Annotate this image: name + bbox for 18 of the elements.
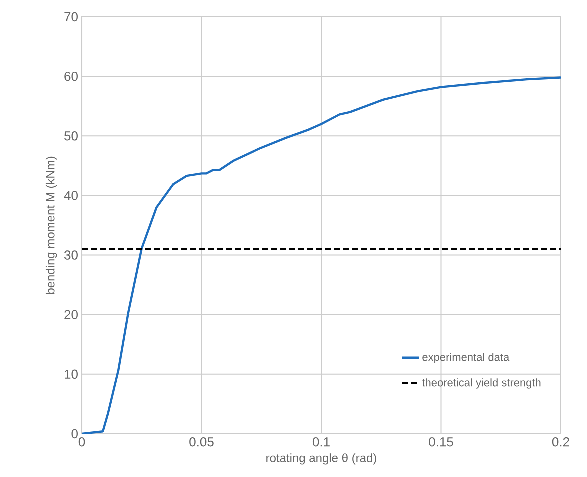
x-tick-label: 0.1: [312, 438, 330, 447]
y-tick-label: 70: [64, 12, 78, 22]
y-tick-label: 10: [65, 370, 78, 380]
y-tick-label: 0: [72, 429, 78, 439]
y-tick-label: 40: [64, 191, 78, 200]
x-tick-label: 0.2: [552, 438, 570, 447]
y-tick-label: 20: [64, 310, 78, 320]
legend-label: theoretical yield strength: [422, 378, 541, 389]
y-tick-label: 30: [64, 250, 78, 260]
y-axis-title: bending moment M (kNm): [46, 156, 58, 294]
line-series: [82, 76, 561, 434]
legend-label: experimental data: [422, 353, 510, 364]
y-tick-label: 60: [64, 72, 78, 82]
x-axis-title: rotating angle θ (rad): [266, 454, 376, 465]
x-tick-label: 0.15: [429, 438, 454, 447]
y-tick-label: 50: [64, 132, 78, 141]
x-tick-label: 0: [78, 438, 86, 447]
x-tick-label: 0.05: [190, 438, 214, 447]
